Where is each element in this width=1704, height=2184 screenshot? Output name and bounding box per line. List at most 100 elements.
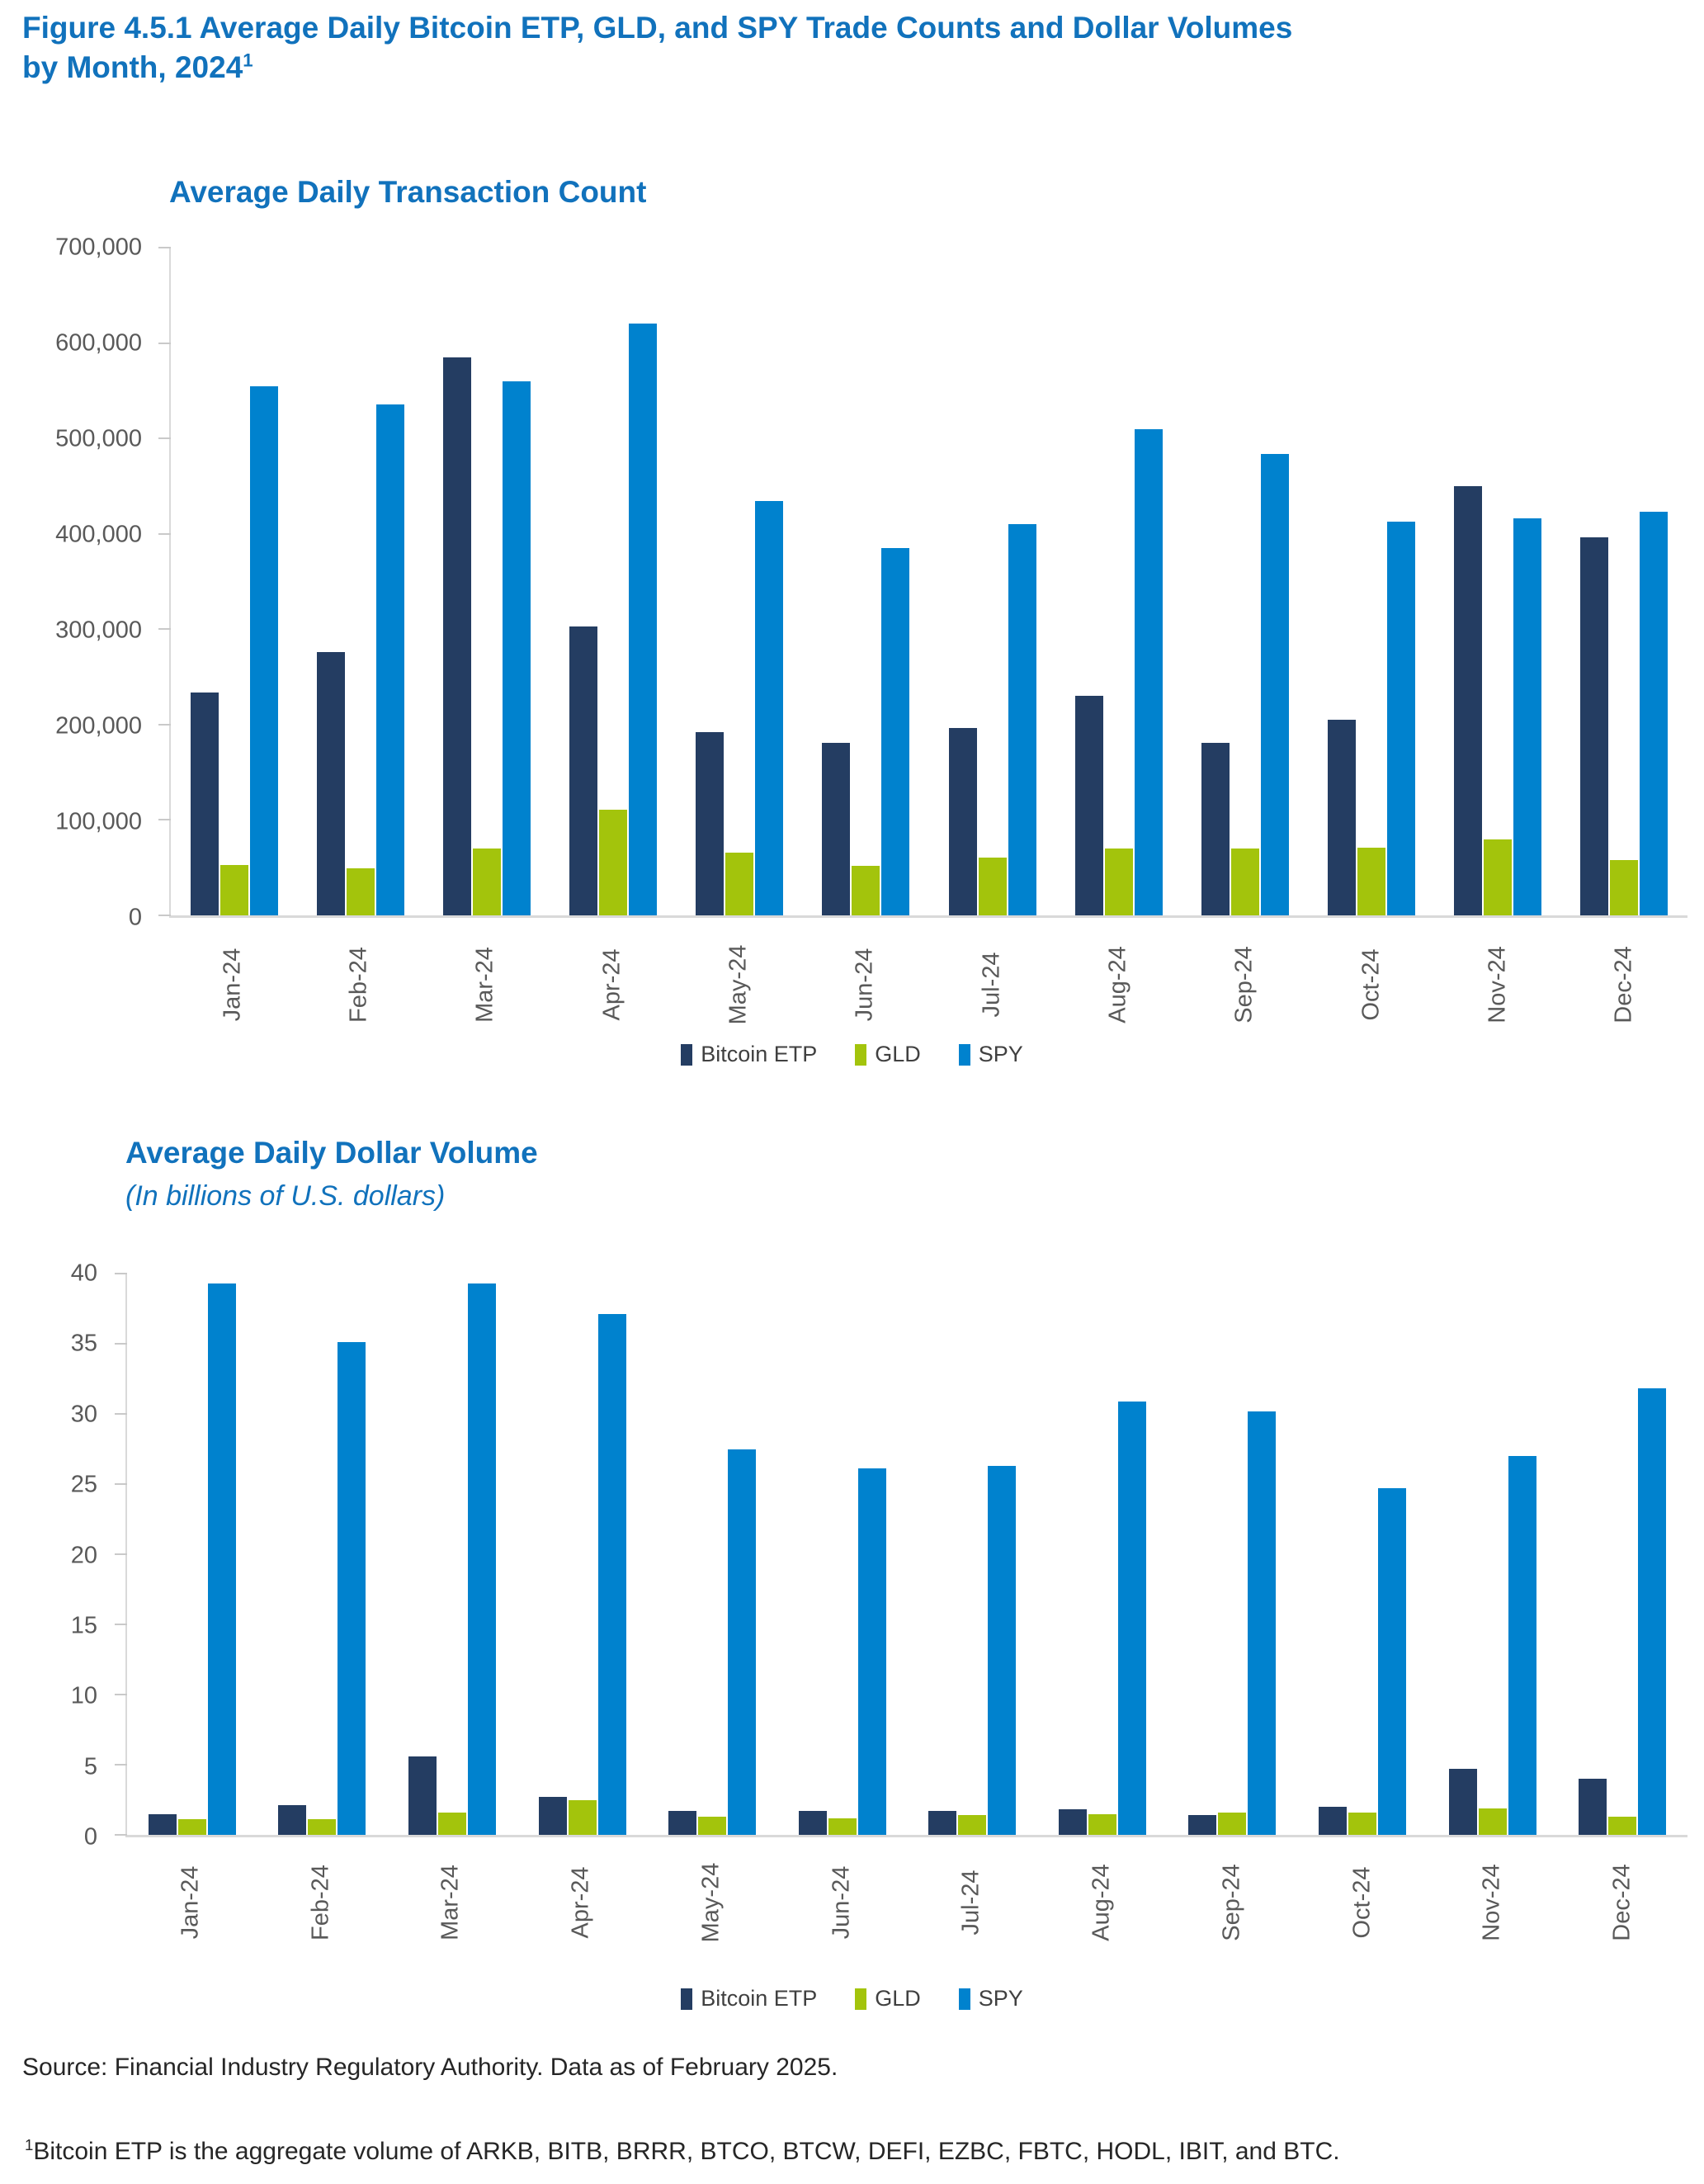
bar-bitcoin-etp-feb-24: [278, 1805, 307, 1835]
x-tick: Jun-24: [802, 924, 928, 1044]
x-axis-labels: Jan-24 Feb-24 Mar-24 Apr-24 May-24 Jun-24 Jul-…: [169, 924, 1687, 1044]
y-tick-mark: [158, 437, 171, 440]
bar-gld-apr-24: [599, 809, 628, 915]
bar-spy-sep-24: [1248, 1411, 1277, 1835]
y-tick-mark: [158, 628, 171, 631]
bar-spy-aug-24: [1117, 1401, 1146, 1835]
y-tick-mark: [115, 1694, 127, 1695]
bar-group-mar-24: [387, 1274, 517, 1835]
bar-spy-mar-24: [467, 1283, 496, 1835]
bar-gld-jan-24: [177, 1819, 206, 1835]
bar-spy-dec-24: [1638, 1388, 1667, 1835]
bar-group-aug-24: [1055, 248, 1182, 915]
bar-gld-jun-24: [852, 865, 880, 915]
plot-area: [115, 1273, 1687, 1837]
bar-spy-feb-24: [375, 404, 404, 915]
y-tick-mark: [158, 247, 171, 248]
y-tick-label: 500,000: [55, 425, 142, 452]
bar-group-jan-24: [127, 1274, 257, 1835]
bar-group-sep-24: [1168, 1274, 1298, 1835]
y-tick-mark: [158, 342, 171, 344]
bar-bitcoin-etp-sep-24: [1201, 742, 1230, 915]
x-tick-label: Jun-24: [851, 948, 878, 1021]
bar-gld-jul-24: [978, 857, 1007, 915]
bar-spy-jul-24: [988, 1465, 1017, 1835]
bar-gld-nov-24: [1478, 1808, 1507, 1835]
legend-label: GLD: [875, 1986, 921, 2011]
bar-spy-apr-24: [597, 1314, 626, 1835]
x-tick-label: Dec-24: [1608, 1864, 1636, 1941]
bar-spy-may-24: [728, 1449, 757, 1835]
x-tick-label: Oct-24: [1348, 1866, 1376, 1939]
y-tick-label: 40: [70, 1260, 97, 1287]
footnote-superscript: 1: [25, 2136, 34, 2153]
y-tick-mark: [115, 1553, 127, 1555]
bar-spy-jan-24: [207, 1283, 236, 1835]
page-title-line2: by Month, 2024: [22, 50, 243, 85]
x-tick-label: Mar-24: [437, 1865, 464, 1941]
y-tick-mark: [158, 532, 171, 535]
page-title: Figure 4.5.1 Average Daily Bitcoin ETP, …: [22, 8, 1664, 87]
y-tick-label: 700,000: [55, 234, 142, 261]
bar-spy-jun-24: [857, 1468, 886, 1835]
bar-spy-may-24: [755, 501, 784, 915]
chart-subtitle-dollar-volume: (In billions of U.S. dollars): [125, 1180, 446, 1212]
bar-spy-oct-24: [1377, 1488, 1406, 1835]
y-tick-label: 300,000: [55, 617, 142, 644]
x-tick-label: Dec-24: [1610, 945, 1637, 1023]
x-tick: Apr-24: [549, 924, 675, 1044]
x-tick-label: Nov-24: [1478, 1864, 1505, 1941]
x-tick-label: Apr-24: [598, 948, 625, 1021]
x-tick: Apr-24: [516, 1844, 646, 1961]
legend-item-gld: GLD: [855, 1042, 921, 1067]
x-tick-label: Mar-24: [471, 946, 498, 1023]
bar-group-jun-24: [803, 248, 929, 915]
bar-group-jul-24: [907, 1274, 1037, 1835]
x-tick: May-24: [646, 1844, 776, 1961]
x-tick: Jul-24: [907, 1844, 1037, 1961]
bar-gld-oct-24: [1348, 1812, 1376, 1835]
bar-group-may-24: [677, 248, 803, 915]
legend-item-spy: SPY: [958, 1042, 1023, 1067]
bar-group-apr-24: [550, 248, 677, 915]
bar-spy-nov-24: [1513, 518, 1542, 915]
bar-bitcoin-etp-aug-24: [1074, 696, 1103, 915]
bar-spy-jun-24: [881, 548, 910, 915]
x-tick-label: May-24: [725, 944, 752, 1024]
footnote: 1Bitcoin ETP is the aggregate volume of …: [25, 2136, 1340, 2166]
y-tick-label: 20: [70, 1542, 97, 1568]
bar-group-jul-24: [929, 248, 1055, 915]
bar-gld-aug-24: [1088, 1813, 1116, 1835]
y-tick-label: 35: [70, 1330, 97, 1357]
y-axis-labels: 0 5 10 15 20 25 30 35 40: [0, 1261, 97, 1849]
x-tick: Jul-24: [928, 924, 1055, 1044]
y-tick-label: 0: [83, 1823, 97, 1851]
y-tick-label: 200,000: [55, 712, 142, 740]
bar-gld-sep-24: [1218, 1812, 1247, 1835]
bar-bitcoin-etp-oct-24: [1328, 720, 1357, 915]
bar-gld-feb-24: [346, 868, 375, 915]
x-tick: May-24: [675, 924, 801, 1044]
legend: Bitcoin ETP GLD SPY: [0, 1042, 1704, 1067]
bar-gld-jan-24: [219, 864, 248, 915]
x-tick-label: Jul-24: [957, 1870, 984, 1936]
y-tick-label: 600,000: [55, 329, 142, 357]
bar-bitcoin-etp-may-24: [696, 732, 725, 915]
legend: Bitcoin ETP GLD SPY: [0, 1986, 1704, 2011]
bar-group-nov-24: [1435, 248, 1561, 915]
bar-spy-mar-24: [502, 381, 531, 915]
bar-spy-sep-24: [1260, 453, 1289, 915]
legend-swatch-bitcoin-etp: [681, 1043, 693, 1066]
bar-spy-nov-24: [1508, 1456, 1536, 1835]
bar-bitcoin-etp-oct-24: [1318, 1807, 1347, 1835]
bar-group-oct-24: [1309, 248, 1435, 915]
y-tick-mark: [115, 1834, 127, 1836]
bar-bitcoin-etp-mar-24: [442, 357, 471, 915]
bar-group-jan-24: [171, 248, 297, 915]
bar-bitcoin-etp-mar-24: [408, 1756, 437, 1835]
y-tick-mark: [115, 1413, 127, 1415]
y-tick-label: 30: [70, 1401, 97, 1428]
y-tick-mark: [158, 819, 171, 821]
y-tick-mark: [115, 1483, 127, 1485]
bar-gld-may-24: [725, 852, 754, 915]
